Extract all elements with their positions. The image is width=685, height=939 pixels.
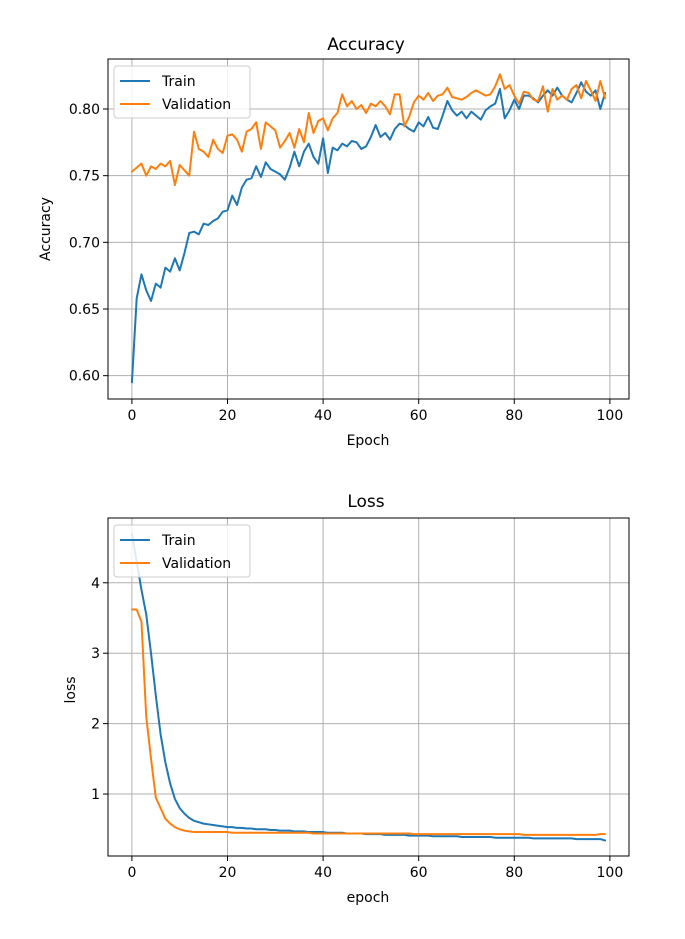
y-tick-label: 0.80: [69, 102, 100, 118]
series-line-train: [130, 81, 607, 384]
legend-label-train: Train: [161, 533, 196, 549]
y-tick-label: 0.65: [69, 302, 100, 318]
y-tick-label: 0.60: [69, 369, 100, 385]
x-tick-label: 100: [597, 408, 624, 424]
x-tick-label: 40: [314, 408, 332, 424]
y-tick-label: 0.70: [69, 235, 100, 251]
plot-frame: [107, 517, 630, 857]
x-tick-label: 60: [410, 408, 428, 424]
ticks: 0 20 40 60 80 100 1 2 3 4: [91, 576, 623, 881]
legend-label-train: Train: [161, 74, 196, 90]
series-line-validation: [130, 73, 607, 186]
y-tick-label: 2: [91, 717, 100, 733]
chart-title: Loss: [347, 492, 384, 512]
grid: [108, 59, 629, 399]
y-tick-label: 4: [91, 576, 100, 592]
chart-title: Accuracy: [327, 35, 405, 55]
series-group: [130, 532, 607, 842]
x-tick-label: 0: [127, 865, 136, 881]
legend: Train Validation: [113, 65, 251, 119]
x-tick-label: 80: [505, 408, 523, 424]
y-tick-label: 0.75: [69, 169, 100, 185]
legend-label-validation: Validation: [162, 97, 231, 113]
legend: Train Validation: [113, 524, 251, 578]
x-axis-label: epoch: [347, 890, 390, 906]
y-axis-label: loss: [63, 676, 79, 703]
y-axis-label: Accuracy: [38, 197, 54, 261]
x-tick-label: 80: [505, 865, 523, 881]
series-line-validation: [130, 608, 607, 836]
loss-chart: Loss 0 20 40 60 80 100 1 2 3 4 epoch loss Train V…: [63, 492, 630, 906]
x-tick-label: 40: [314, 865, 332, 881]
x-tick-label: 100: [597, 865, 624, 881]
series-group: [130, 73, 607, 384]
accuracy-chart: Accuracy 0 20 40 60 80 100 0.60 0.65 0.70 0.75 0.8…: [38, 35, 630, 449]
x-axis-label: Epoch: [347, 433, 390, 449]
x-tick-label: 20: [219, 865, 237, 881]
x-tick-label: 20: [219, 408, 237, 424]
ticks: 0 20 40 60 80 100 0.60 0.65 0.70 0.75 0.80: [69, 102, 623, 424]
plot-frame: [107, 58, 630, 400]
grid: [108, 518, 629, 856]
x-tick-label: 60: [410, 865, 428, 881]
y-tick-label: 3: [91, 646, 100, 662]
legend-label-validation: Validation: [162, 556, 231, 572]
y-tick-label: 1: [91, 787, 100, 803]
x-tick-label: 0: [127, 408, 136, 424]
